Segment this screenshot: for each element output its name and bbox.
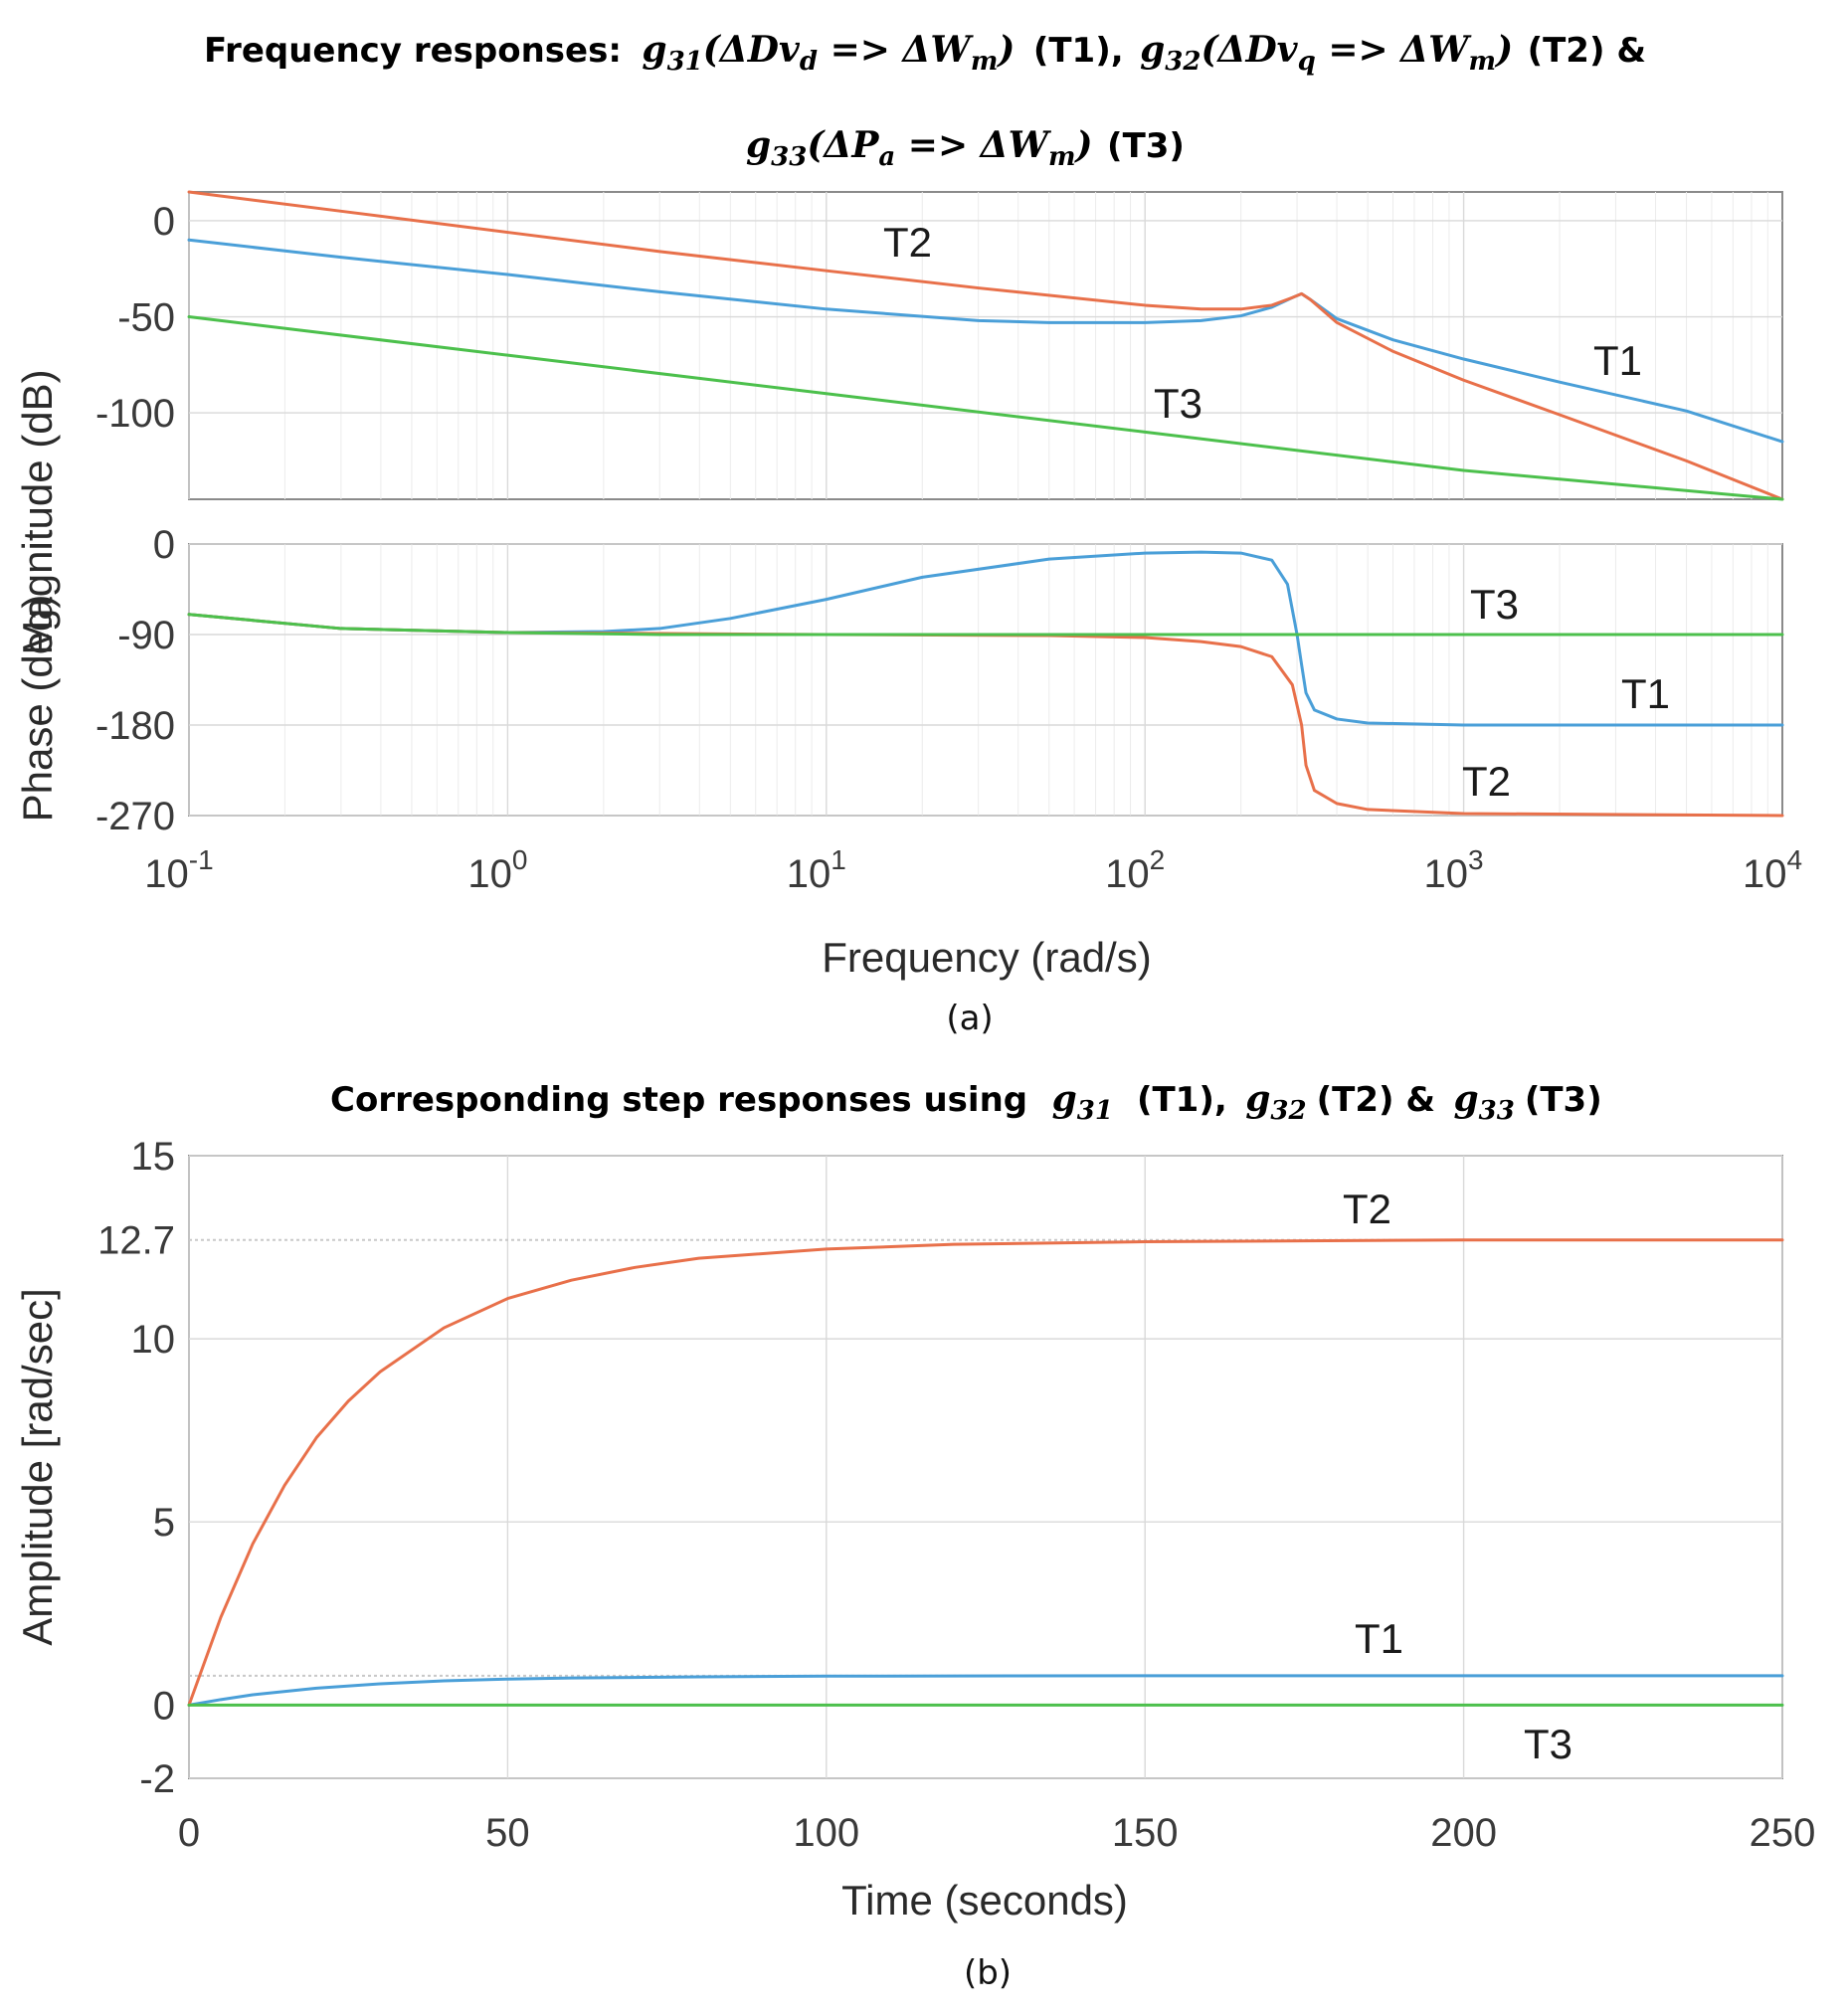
frequency-title: Frequency responses: g31(ΔDvd => ΔWm) (T… bbox=[204, 29, 1646, 172]
y-tick-label: -90 bbox=[117, 614, 175, 657]
phase-x-ticks: 10-1 100 101 102 103 104 bbox=[144, 844, 1802, 896]
series-T3 bbox=[187, 613, 1784, 637]
phase-label-T1: T1 bbox=[1621, 670, 1670, 717]
x-tick-label: 104 bbox=[1743, 844, 1802, 896]
x-tick-label: 102 bbox=[1105, 844, 1165, 896]
y-tick-label: 12.7 bbox=[97, 1219, 175, 1263]
y-tick-label: -50 bbox=[117, 296, 175, 340]
frequency-x-label: Frequency (rad/s) bbox=[822, 934, 1151, 981]
magnitude-curves bbox=[187, 190, 1784, 501]
x-tick-label: 100 bbox=[467, 844, 527, 896]
series-T1 bbox=[187, 550, 1784, 727]
freq-title-prefix: Frequency responses: bbox=[204, 31, 622, 71]
magnitude-y-ticks: 0 -50 -100 bbox=[95, 200, 175, 436]
x-tick-label: 101 bbox=[787, 844, 846, 896]
y-tick-label: 0 bbox=[153, 523, 175, 567]
y-tick-label: -2 bbox=[139, 1757, 175, 1801]
series-T1 bbox=[187, 1674, 1784, 1707]
step-label-T1: T1 bbox=[1355, 1615, 1403, 1662]
y-tick-label: 0 bbox=[153, 1684, 175, 1728]
x-tick-label: 150 bbox=[1112, 1811, 1179, 1855]
step-curves bbox=[187, 1238, 1784, 1707]
mag-label-T1: T1 bbox=[1593, 337, 1642, 384]
phase-y-label: Phase (deg) bbox=[14, 595, 61, 823]
step-y-ticks: 15 12.7 10 5 0 -2 bbox=[97, 1135, 175, 1801]
mag-label-T3: T3 bbox=[1154, 380, 1202, 427]
phase-curves bbox=[187, 550, 1784, 818]
step-x-label: Time (seconds) bbox=[841, 1877, 1128, 1924]
x-tick-label: 100 bbox=[793, 1811, 859, 1855]
y-tick-label: -100 bbox=[95, 392, 175, 436]
y-tick-label: 10 bbox=[131, 1318, 176, 1362]
caption-b: (b) bbox=[964, 1953, 1012, 1993]
magnitude-y-label: Magnitude (dB) bbox=[14, 369, 61, 654]
magnitude-plot: 0 -50 -100 T2 T1 T3 bbox=[95, 190, 1784, 501]
x-tick-label: 0 bbox=[178, 1811, 200, 1855]
series-T2 bbox=[187, 190, 1784, 501]
x-tick-label: 10-1 bbox=[144, 844, 213, 896]
step-label-T3: T3 bbox=[1524, 1721, 1572, 1767]
series-T1 bbox=[187, 238, 1784, 444]
y-tick-label: 5 bbox=[153, 1501, 175, 1545]
series-T2 bbox=[187, 1238, 1784, 1707]
x-tick-label: 200 bbox=[1430, 1811, 1497, 1855]
svg-text:Frequency responses: g31: Frequency responses: g31(ΔDvd => ΔWm) (T… bbox=[204, 29, 1646, 77]
y-tick-label: -180 bbox=[95, 704, 175, 748]
y-tick-label: 0 bbox=[153, 200, 175, 244]
magnitude-axes-box bbox=[188, 191, 1783, 500]
svg-text:g33(ΔPa => ΔWm) (T3): g33(ΔPa => ΔWm) (T3) bbox=[746, 124, 1185, 172]
svg-text:Corresponding step responses u: Corresponding step responses using g31 (T… bbox=[330, 1078, 1602, 1126]
x-tick-label: 50 bbox=[485, 1811, 530, 1855]
mag-label-T2: T2 bbox=[883, 219, 932, 266]
phase-y-ticks: 0 -90 -180 -270 bbox=[95, 523, 175, 838]
y-tick-label: -270 bbox=[95, 795, 175, 838]
phase-label-T3: T3 bbox=[1470, 581, 1519, 628]
phase-plot: 0 -90 -180 -270 10-1 100 101 102 103 104 T3 T1 T… bbox=[95, 523, 1802, 896]
x-tick-label: 250 bbox=[1750, 1811, 1816, 1855]
step-y-label: Amplitude [rad/sec] bbox=[14, 1288, 61, 1646]
step-title: Corresponding step responses using g31 (T… bbox=[330, 1078, 1602, 1126]
phase-axes-box bbox=[188, 543, 1783, 817]
step-label-T2: T2 bbox=[1343, 1186, 1391, 1232]
x-tick-label: 103 bbox=[1424, 844, 1484, 896]
step-axes-box bbox=[188, 1155, 1783, 1779]
y-tick-label: 15 bbox=[131, 1135, 176, 1179]
phase-label-T2: T2 bbox=[1462, 758, 1511, 805]
step-x-ticks: 0 50 100 150 200 250 bbox=[178, 1811, 1816, 1855]
series-T3 bbox=[187, 315, 1784, 501]
caption-a: (a) bbox=[946, 999, 993, 1038]
